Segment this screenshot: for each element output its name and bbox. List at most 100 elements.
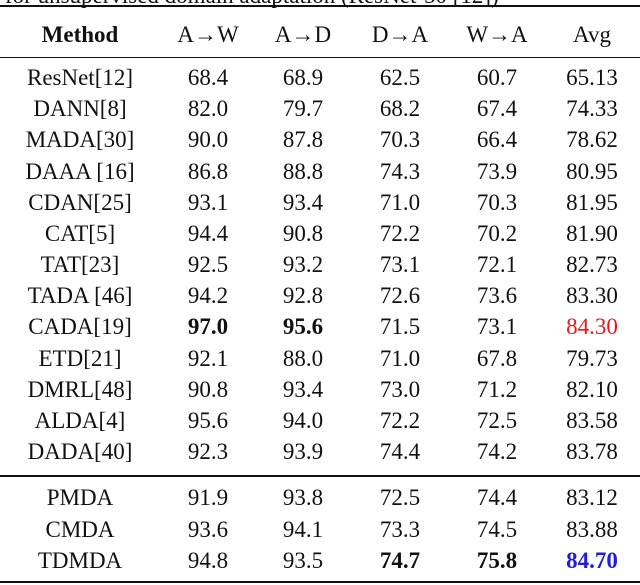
value-cell: 97.0 <box>187 314 229 340</box>
value-cell: 92.5 <box>187 252 229 278</box>
value-cell: 70.2 <box>476 220 518 246</box>
value-cell: 83.78 <box>566 439 618 465</box>
method-cell: DANN[8] <box>33 96 127 122</box>
method-cell: TAT[23] <box>40 252 120 278</box>
value-cell: 74.5 <box>476 516 518 542</box>
value-cell: 94.0 <box>282 407 324 433</box>
method-cell: ETD[21] <box>38 345 122 371</box>
value-cell: 92.3 <box>187 439 229 465</box>
value-cell: 93.1 <box>187 189 229 215</box>
value-cell: 74.7 <box>379 548 421 573</box>
value-cell: 83.30 <box>566 283 618 309</box>
value-cell: 94.2 <box>187 283 229 309</box>
header-cell: A→D <box>274 22 332 47</box>
value-cell: 73.3 <box>379 516 421 542</box>
method-cell: DADA[40] <box>27 439 133 465</box>
value-cell: 93.5 <box>282 548 324 573</box>
value-cell: 82.10 <box>566 376 618 402</box>
value-cell: 71.0 <box>379 345 421 371</box>
value-cell: 72.1 <box>476 252 518 278</box>
value-cell: 73.6 <box>476 283 518 309</box>
value-cell: 72.6 <box>379 283 421 309</box>
value-cell: 95.6 <box>187 407 229 433</box>
method-cell: DAAA [16] <box>25 158 135 184</box>
method-cell: TDMDA <box>37 548 123 573</box>
method-cell: TADA [46] <box>27 283 133 309</box>
value-cell: 95.6 <box>282 314 324 340</box>
value-cell: 81.90 <box>566 220 618 246</box>
header-cell: A→W <box>177 22 239 47</box>
value-cell: 93.9 <box>282 439 324 465</box>
method-cell: CADA[19] <box>28 314 132 340</box>
value-cell: 94.4 <box>187 220 229 246</box>
value-cell: 83.88 <box>566 516 618 542</box>
value-cell: 87.8 <box>282 127 324 153</box>
value-cell: 71.2 <box>476 376 518 402</box>
value-cell: 93.6 <box>187 516 229 542</box>
value-cell: 84.30 <box>566 314 618 340</box>
value-cell: 68.2 <box>379 96 421 122</box>
value-cell: 94.1 <box>282 516 324 542</box>
value-cell: 73.1 <box>476 314 518 340</box>
value-cell: 83.58 <box>566 407 618 433</box>
value-cell: 71.5 <box>379 314 421 340</box>
method-cell: CAT[5] <box>44 220 116 246</box>
value-cell: 71.0 <box>379 189 421 215</box>
value-cell: 79.73 <box>566 345 618 371</box>
value-cell: 62.5 <box>379 65 421 90</box>
value-cell: 73.9 <box>476 158 518 184</box>
value-cell: 79.7 <box>282 96 324 122</box>
value-cell: 73.0 <box>379 376 421 402</box>
value-cell: 94.8 <box>187 548 229 573</box>
value-cell: 73.1 <box>379 252 421 278</box>
value-cell: 90.8 <box>282 220 324 246</box>
header-cell: W→A <box>466 22 528 47</box>
value-cell: 72.2 <box>379 220 421 246</box>
value-cell: 88.8 <box>282 158 324 184</box>
value-cell: 82.73 <box>566 252 618 278</box>
value-cell: 68.4 <box>187 65 229 90</box>
caption: for unsupervised domain adaptation (ResN… <box>5 0 499 9</box>
value-cell: 90.8 <box>187 376 229 402</box>
value-cell: 91.9 <box>187 485 229 510</box>
value-cell: 93.4 <box>282 189 324 215</box>
value-cell: 92.1 <box>187 345 229 371</box>
method-cell: ALDA[4] <box>34 407 126 433</box>
value-cell: 60.7 <box>476 65 518 90</box>
value-cell: 81.95 <box>566 189 618 215</box>
value-cell: 80.95 <box>566 158 618 184</box>
method-cell: MADA[30] <box>25 127 135 153</box>
value-cell: 72.5 <box>379 485 421 510</box>
value-cell: 88.0 <box>282 345 324 371</box>
value-cell: 93.8 <box>282 485 324 510</box>
bottom-rule <box>0 581 640 583</box>
value-cell: 68.9 <box>282 65 324 90</box>
method-cell: ResNet[12] <box>26 65 134 90</box>
value-cell: 82.0 <box>187 96 229 122</box>
value-cell: 84.70 <box>566 548 618 573</box>
value-cell: 92.8 <box>282 283 324 309</box>
value-cell: 72.5 <box>476 407 518 433</box>
value-cell: 70.3 <box>379 127 421 153</box>
header-rule <box>0 57 640 58</box>
value-cell: 66.4 <box>476 127 518 153</box>
value-cell: 74.33 <box>566 96 618 122</box>
method-cell: CDAN[25] <box>28 189 132 215</box>
value-cell: 74.3 <box>379 158 421 184</box>
value-cell: 74.4 <box>379 439 421 465</box>
value-cell: 70.3 <box>476 189 518 215</box>
method-cell: DMRL[48] <box>27 376 133 402</box>
value-cell: 67.4 <box>476 96 518 122</box>
value-cell: 67.8 <box>476 345 518 371</box>
value-cell: 83.12 <box>566 485 618 510</box>
header-cell: D→A <box>371 22 429 47</box>
method-cell: CMDA <box>45 516 115 542</box>
group-rule <box>0 475 640 477</box>
header-cell: Method <box>41 22 119 47</box>
value-cell: 78.62 <box>566 127 618 153</box>
value-cell: 65.13 <box>566 65 618 90</box>
value-cell: 93.4 <box>282 376 324 402</box>
header-cell: Avg <box>573 22 611 47</box>
value-cell: 90.0 <box>187 127 229 153</box>
